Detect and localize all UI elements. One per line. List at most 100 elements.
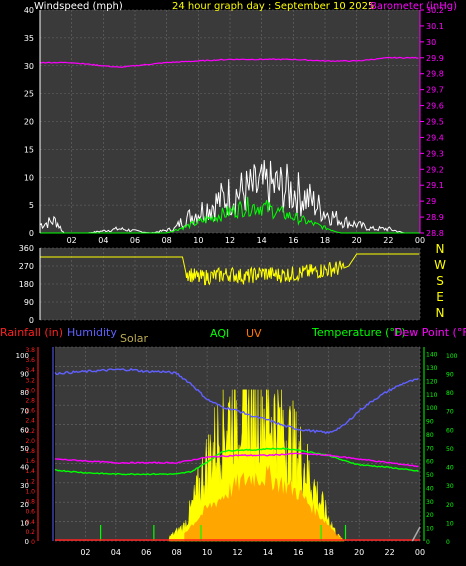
tick-label-hour: 00 <box>415 548 425 557</box>
tick-label-dewpoint: 70 <box>446 409 454 416</box>
tick-label-barometer: 29 <box>426 197 436 206</box>
tick-label-rainfall: 2.8 <box>25 397 35 404</box>
tick-label-dewpoint: 10 <box>446 520 454 527</box>
tick-label-temperature: 140 <box>426 352 438 359</box>
legend-aqi: AQI <box>210 327 229 340</box>
wind-series <box>39 56 420 234</box>
chart-title: 24 hour graph day : September 10 2025 <box>172 1 374 12</box>
tick-label-humidity: 0 <box>25 538 29 546</box>
env-series <box>54 367 421 542</box>
tick-label-temperature: 70 <box>426 445 434 452</box>
tick-label-rainfall: 0.6 <box>25 509 35 516</box>
compass-label: N <box>436 306 445 320</box>
tick-label-temperature: 10 <box>426 526 434 533</box>
tick-label-rainfall: 1.4 <box>25 468 35 475</box>
tick-label-humidity: 30 <box>20 482 29 490</box>
env-axes: 02 04 06 08 10 12 14 16 18 20 22 0000.20.40.60.81.0… <box>16 347 458 557</box>
tick-label-dewpoint: 100 <box>446 353 458 360</box>
tick-label-dewpoint: 80 <box>446 390 454 397</box>
tick-label-rainfall: 0.4 <box>25 519 35 526</box>
tick-label-rainfall: 2.0 <box>25 438 35 445</box>
tick-label-windspeed: 0 <box>29 229 34 238</box>
tick-label-hour: 16 <box>293 548 303 557</box>
tick-label-hour: 02 <box>67 236 77 245</box>
tick-label-hour: 18 <box>320 236 330 245</box>
series-end-marker <box>411 526 421 542</box>
tick-label-windspeed: 10 <box>24 173 34 182</box>
tick-label-barometer: 29.7 <box>426 86 444 95</box>
tick-label-rainfall: 3.0 <box>25 387 35 394</box>
tick-label-barometer: 28.9 <box>426 213 444 222</box>
tick-label-direction: 90 <box>24 298 34 307</box>
tick-label-rainfall: 3.8 <box>25 347 35 354</box>
compass-label: S <box>436 274 444 288</box>
legend-rainfall: Rainfall (in) <box>0 326 63 339</box>
tick-label-dewpoint: 30 <box>446 483 454 490</box>
tick-label-hour: 10 <box>193 236 203 245</box>
tick-label-temperature: 130 <box>426 365 438 372</box>
tick-label-temperature: 120 <box>426 378 438 385</box>
compass-label: N <box>436 242 445 256</box>
tick-label-hour: 14 <box>257 236 267 245</box>
series-humidity <box>54 367 419 435</box>
tick-label-temperature: 30 <box>426 499 434 506</box>
tick-label-hour: 00 <box>415 236 425 245</box>
tick-label-temperature: 50 <box>426 472 434 479</box>
tick-label-hour: 14 <box>263 548 273 557</box>
tick-label-temperature: 80 <box>426 432 434 439</box>
legend-humidity: Humidity <box>67 326 117 339</box>
tick-label-rainfall: 1.0 <box>25 488 35 495</box>
tick-label-direction: 270 <box>19 262 34 271</box>
tick-label-rainfall: 0.8 <box>25 499 35 506</box>
windspeed-label: Windspeed (mph) <box>34 1 123 12</box>
tick-label-barometer: 30.1 <box>426 22 444 31</box>
compass-label: W <box>434 258 446 272</box>
tick-label-rainfall: 1.8 <box>25 448 35 455</box>
tick-label-barometer: 30 <box>426 38 436 47</box>
tick-label-direction: 360 <box>19 244 34 253</box>
legend-solar: Solar <box>120 332 149 345</box>
tick-label-windspeed: 5 <box>29 201 34 210</box>
tick-label-hour: 12 <box>225 236 235 245</box>
wind-axes: 0 5 10 15 20 25 30 35 40 02 04 06 08 10 12 14 16 18 20 22 00… <box>24 6 444 245</box>
tick-label-dewpoint: 90 <box>446 371 454 378</box>
tick-label-dewpoint: 50 <box>446 446 454 453</box>
legend-dewpoint: Dew Point (°F) <box>394 326 466 339</box>
tick-label-barometer: 29.3 <box>426 149 444 158</box>
tick-label-humidity: 60 <box>20 426 29 434</box>
tick-label-windspeed: 15 <box>24 145 34 154</box>
tick-label-humidity: 80 <box>20 389 29 397</box>
tick-label-rainfall: 2.6 <box>25 408 35 415</box>
tick-label-windspeed: 35 <box>24 34 34 43</box>
tick-label-dewpoint: 0 <box>446 539 450 546</box>
tick-label-hour: 22 <box>384 548 394 557</box>
tick-label-hour: 06 <box>130 236 140 245</box>
tick-label-barometer: 29.1 <box>426 181 444 190</box>
tick-label-hour: 12 <box>232 548 242 557</box>
tick-label-temperature: 100 <box>426 405 438 412</box>
tick-label-hour: 16 <box>288 236 298 245</box>
tick-label-dewpoint: 20 <box>446 502 454 509</box>
tick-label-temperature: 0 <box>426 539 430 546</box>
tick-label-direction: 180 <box>19 280 34 289</box>
tick-label-rainfall: 1.6 <box>25 458 35 465</box>
tick-label-humidity: 90 <box>20 370 29 378</box>
tick-label-rainfall: 1.2 <box>25 478 35 485</box>
series-windspeed-gust <box>39 159 420 234</box>
tick-label-hour: 20 <box>352 236 362 245</box>
tick-label-rainfall: 3.6 <box>25 357 35 364</box>
tick-label-rainfall: 0 <box>31 539 35 546</box>
tick-label-dewpoint: 40 <box>446 465 454 472</box>
tick-label-humidity: 100 <box>16 352 29 360</box>
direction-grid <box>40 247 421 321</box>
tick-label-dewpoint: 60 <box>446 427 454 434</box>
tick-label-hour: 04 <box>111 548 121 557</box>
tick-label-temperature: 90 <box>426 419 434 426</box>
series-temperature <box>54 447 419 476</box>
series-barometer <box>39 56 419 69</box>
tick-label-rainfall: 3.2 <box>25 377 35 384</box>
series-windspeed-avg <box>40 196 420 234</box>
legend-uv: UV <box>246 327 262 340</box>
